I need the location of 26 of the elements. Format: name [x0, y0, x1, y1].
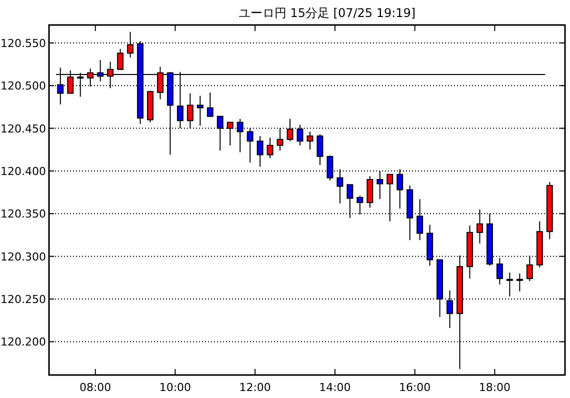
y-tick-label: 120.400	[0, 164, 46, 178]
y-tick-label: 120.200	[0, 336, 46, 349]
candlestick	[256, 135, 264, 168]
x-tick-label: 14:00	[319, 381, 351, 394]
candlestick	[196, 95, 204, 126]
candlestick	[366, 176, 374, 208]
x-tick-label: 10:00	[159, 381, 192, 394]
x-tick-label: 18:00	[478, 381, 511, 394]
candlestick	[206, 92, 214, 118]
candlestick	[117, 48, 124, 71]
y-tick-label: 120.300	[0, 250, 46, 264]
y-tick-label: 120.500	[0, 80, 46, 93]
y-tick-label: 120.450	[0, 122, 46, 136]
x-tick-label: 12:00	[239, 381, 271, 394]
candlestick	[526, 254, 533, 282]
candlestick	[316, 134, 324, 166]
candlestick	[506, 272, 513, 297]
y-tick-label: 120.550	[0, 36, 46, 50]
y-tick-label: 120.350	[0, 208, 46, 221]
chart-title: ユーロ円 15分足 [07/25 19:19]	[238, 6, 416, 20]
candlestick	[516, 272, 523, 292]
candlestick	[306, 131, 314, 150]
candlestick	[266, 137, 274, 159]
x-tick-label: 08:00	[79, 381, 112, 394]
x-tick-label: 16:00	[398, 381, 431, 394]
y-tick-label: 120.250	[0, 293, 46, 306]
